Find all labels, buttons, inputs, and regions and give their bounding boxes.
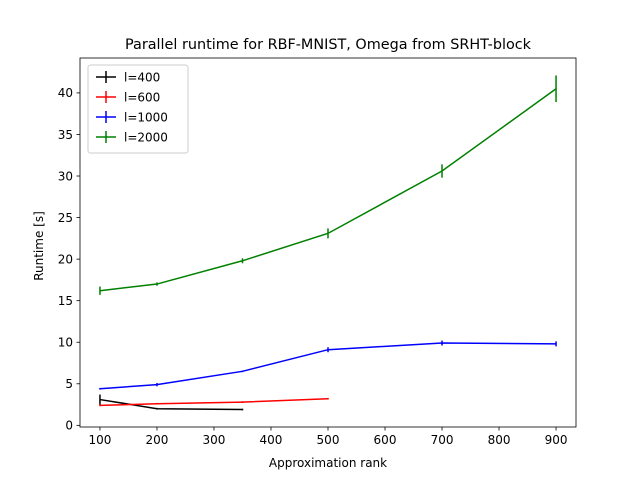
legend-label: l=2000 — [124, 130, 168, 144]
y-tick-label: 35 — [58, 128, 73, 142]
series-line — [99, 397, 329, 407]
legend-item: l=1000 — [96, 110, 168, 124]
y-tick-label: 20 — [58, 252, 73, 266]
series-line — [99, 88, 557, 292]
x-tick-label: 200 — [146, 433, 169, 447]
x-axis: 100 200 300 400 500 600 700 800 900 — [89, 427, 568, 447]
legend-label: l=600 — [124, 90, 160, 104]
series-l=1000 — [99, 340, 557, 390]
legend-label: l=1000 — [124, 110, 168, 124]
series-l=600 — [99, 397, 329, 407]
y-tick-label: 40 — [58, 86, 73, 100]
series-l=2000 — [99, 75, 557, 295]
x-tick-label: 900 — [545, 433, 568, 447]
y-tick-label: 25 — [58, 211, 73, 225]
legend-item: l=600 — [96, 90, 160, 104]
y-tick-label: 0 — [65, 419, 73, 433]
y-tick-label: 30 — [58, 169, 73, 183]
x-tick-label: 300 — [203, 433, 226, 447]
x-tick-label: 700 — [431, 433, 454, 447]
y-tick-label: 5 — [65, 377, 73, 391]
legend: l=400 l=600 l=1000 l=2000 — [87, 64, 189, 154]
x-tick-label: 400 — [260, 433, 283, 447]
x-tick-label: 100 — [89, 433, 112, 447]
x-axis-label: Approximation rank — [269, 456, 387, 470]
y-axis-label: Runtime [s] — [32, 211, 46, 281]
x-tick-label: 800 — [488, 433, 511, 447]
legend-label: l=400 — [124, 70, 160, 84]
chart-title: Parallel runtime for RBF-MNIST, Omega fr… — [125, 37, 532, 53]
y-tick-label: 15 — [58, 294, 73, 308]
series-line — [99, 342, 557, 390]
y-tick-label: 10 — [58, 336, 73, 350]
legend-item: l=400 — [96, 70, 160, 84]
legend-box — [87, 64, 189, 154]
x-tick-label: 600 — [374, 433, 397, 447]
legend-item: l=2000 — [96, 130, 168, 144]
x-tick-label: 500 — [317, 433, 340, 447]
series-l=400 — [99, 394, 244, 411]
y-axis: 0 5 10 15 20 25 30 35 40 — [58, 86, 80, 433]
